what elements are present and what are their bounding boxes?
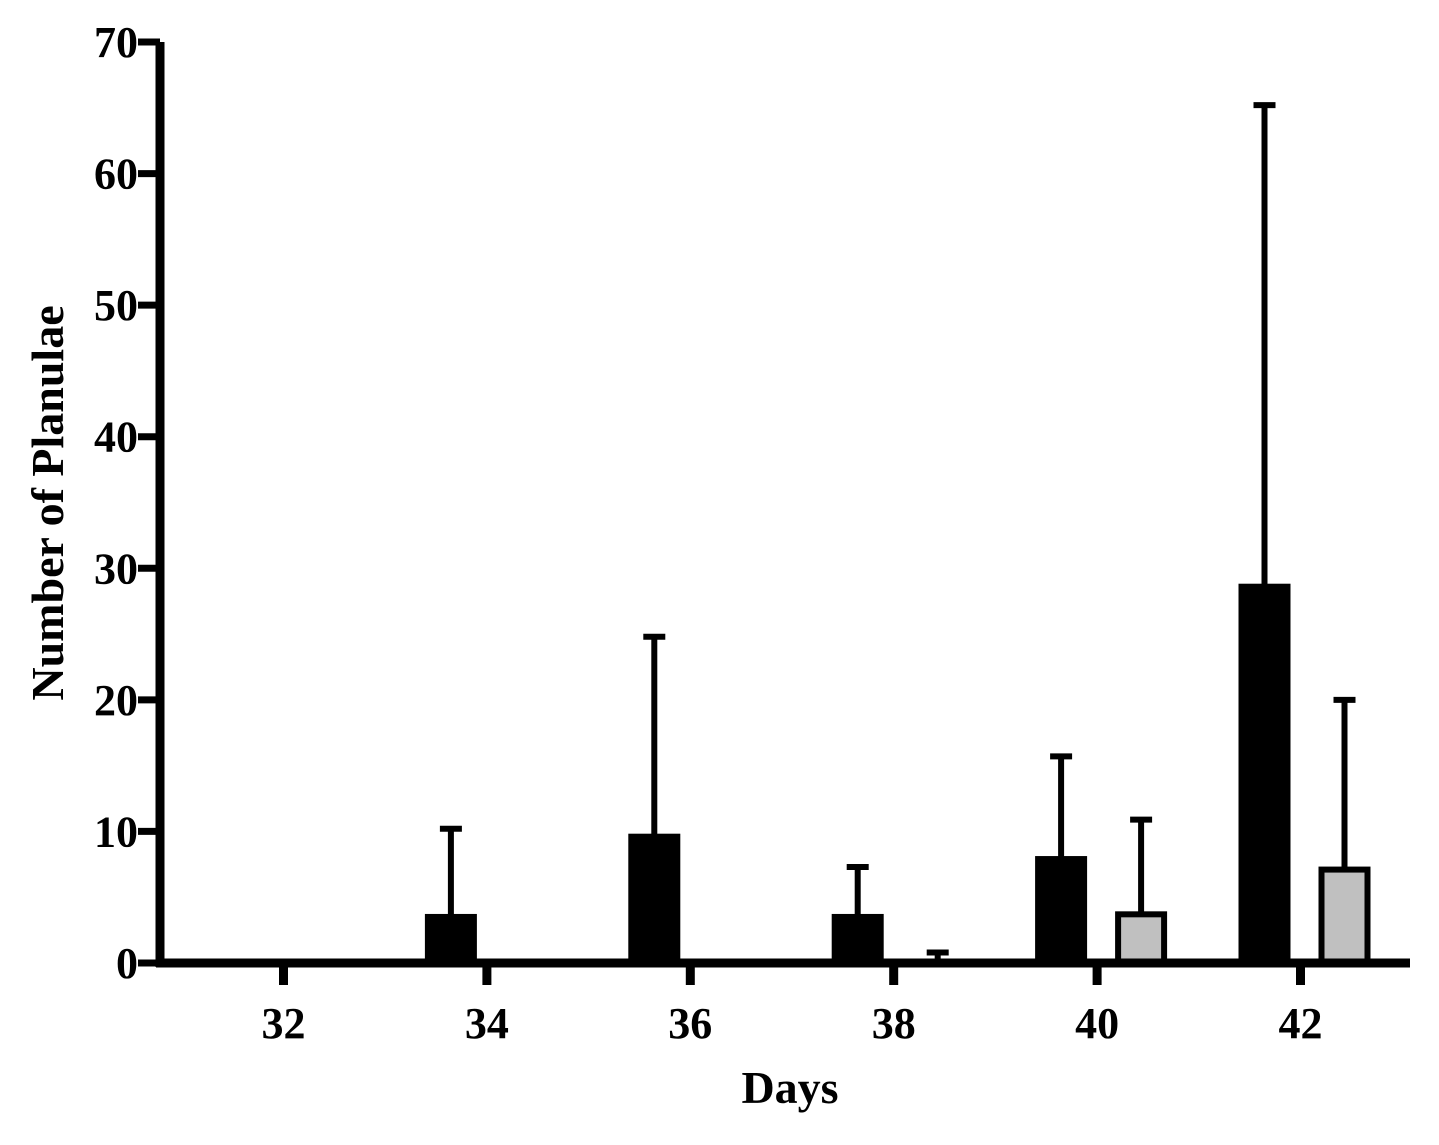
y-tick-label: 60 xyxy=(94,150,138,199)
bar xyxy=(1115,911,1168,966)
x-tick-label: 36 xyxy=(668,999,712,1048)
y-tick-label: 20 xyxy=(94,676,138,725)
y-tick-label: 70 xyxy=(94,18,138,67)
bar xyxy=(831,913,884,967)
y-tick-label: 10 xyxy=(94,807,138,856)
x-tick-label: 32 xyxy=(262,999,306,1048)
y-tick-label: 30 xyxy=(94,544,138,593)
labels-layer: 0 10 20 30 40 50 60 70 32 34 36 38 40 42 xyxy=(94,18,1323,1048)
bar xyxy=(1318,866,1371,966)
bar xyxy=(628,833,681,966)
x-tick-label: 40 xyxy=(1075,999,1119,1048)
bar xyxy=(1238,583,1291,966)
bar xyxy=(424,913,477,967)
y-tick-label: 0 xyxy=(116,939,138,988)
axes-layer xyxy=(138,38,1410,985)
bar xyxy=(1035,856,1088,967)
x-tick-label: 42 xyxy=(1279,999,1323,1048)
y-axis-title: Number of Planulae xyxy=(22,305,73,700)
x-tick-label: 38 xyxy=(872,999,916,1048)
x-axis-title: Days xyxy=(741,1062,838,1113)
y-tick-label: 50 xyxy=(94,281,138,330)
x-tick-label: 34 xyxy=(465,999,509,1048)
bars-layer xyxy=(424,102,1371,967)
y-tick-label: 40 xyxy=(94,413,138,462)
